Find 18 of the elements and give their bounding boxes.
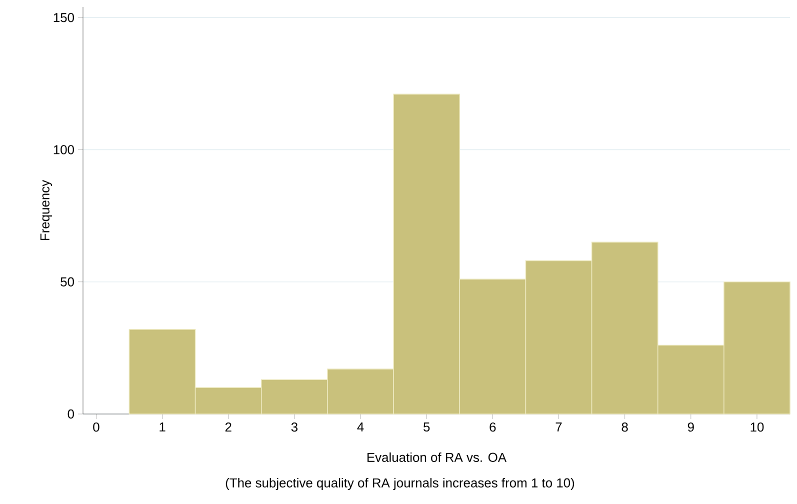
x-tick-label: 5 [424,422,430,432]
x-tick-label: 2 [225,422,232,432]
x-tick-label: 4 [357,422,364,432]
y-tick-label: 100 [54,145,74,154]
text: (The subjective quality of RA journals increases from 1 to 10) [226,478,574,490]
y-tick-label: 50 [60,277,74,286]
y-tick-label: 150 [54,12,74,22]
x-tick-label: 1 [160,422,166,432]
x-tick-label: 6 [490,422,496,432]
x-axis-title: Evaluation of RA vs. OA [368,452,507,462]
x-tick-label: 0 [93,422,100,432]
x-tick-label: 7 [556,422,562,432]
x-tick-label: 9 [688,422,694,432]
x-tick-label: 3 [291,422,298,432]
x-tick-label: 10 [750,422,764,432]
y-tick-label: 0 [68,409,74,419]
x-tick-label: 8 [622,422,628,432]
y-axis-title: Frequency [40,180,52,240]
